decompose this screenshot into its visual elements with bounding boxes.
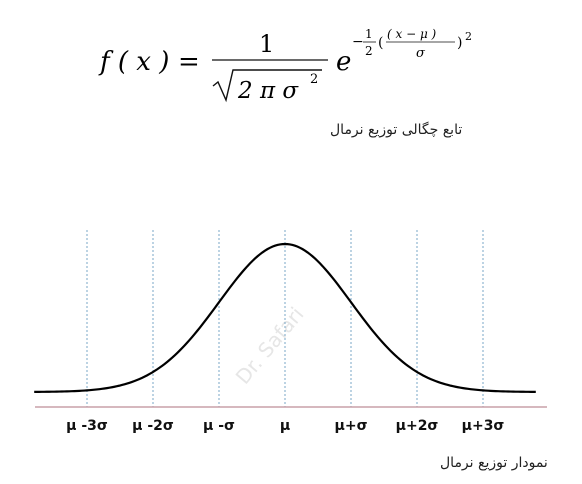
graph-caption: نمودار توزیع نرمال — [440, 455, 548, 471]
formula-radicand-exponent: 2 — [310, 72, 318, 87]
tick-label: μ+3σ — [462, 418, 505, 434]
tick-label: μ -3σ — [66, 418, 108, 434]
formula-base-e: e — [336, 47, 351, 77]
formula-exp-paren-open: ( — [378, 35, 383, 51]
formula-exp-inner-den: σ — [416, 46, 426, 61]
formula-radical-sign — [212, 69, 322, 103]
formula-exp-outer-power: 2 — [465, 30, 472, 43]
grid-lines — [86, 230, 484, 407]
tick-label: μ+σ — [335, 418, 368, 434]
formula-exp-frac-num: 1 — [365, 27, 373, 41]
tick-labels: μ -3σ μ -2σ μ -σ μ μ+σ μ+2σ μ+3σ — [66, 418, 504, 434]
formula-equals: = — [178, 47, 200, 77]
normal-density-formula: f ( x ) = 1 2 π σ 2 e − 1 2 ( ( x − μ ) … — [98, 27, 472, 104]
watermark-text: Dr. Safari — [231, 302, 309, 388]
tick-label: μ — [280, 418, 290, 434]
tick-label: μ -2σ — [132, 418, 174, 434]
tick-label: μ+2σ — [396, 418, 439, 434]
formula-exp-paren-close: ) — [457, 35, 462, 51]
normal-curve — [34, 242, 536, 393]
formula-radicand: 2 π σ — [237, 78, 299, 104]
normal-distribution-chart: Dr. Safari μ -3σ μ -2σ μ -σ μ μ+σ μ+2σ μ+3σ — [34, 230, 547, 434]
density-function-caption: تابع چگالی توزیع نرمال — [330, 122, 463, 138]
formula-exp-inner-num: ( x − μ ) — [387, 27, 437, 41]
formula-exp-frac-den: 2 — [365, 44, 373, 58]
formula-numerator: 1 — [259, 30, 274, 58]
formula-lhs: f ( x ) — [98, 47, 169, 77]
tick-label: μ -σ — [203, 418, 235, 434]
formula-exp-sign: − — [352, 34, 364, 50]
